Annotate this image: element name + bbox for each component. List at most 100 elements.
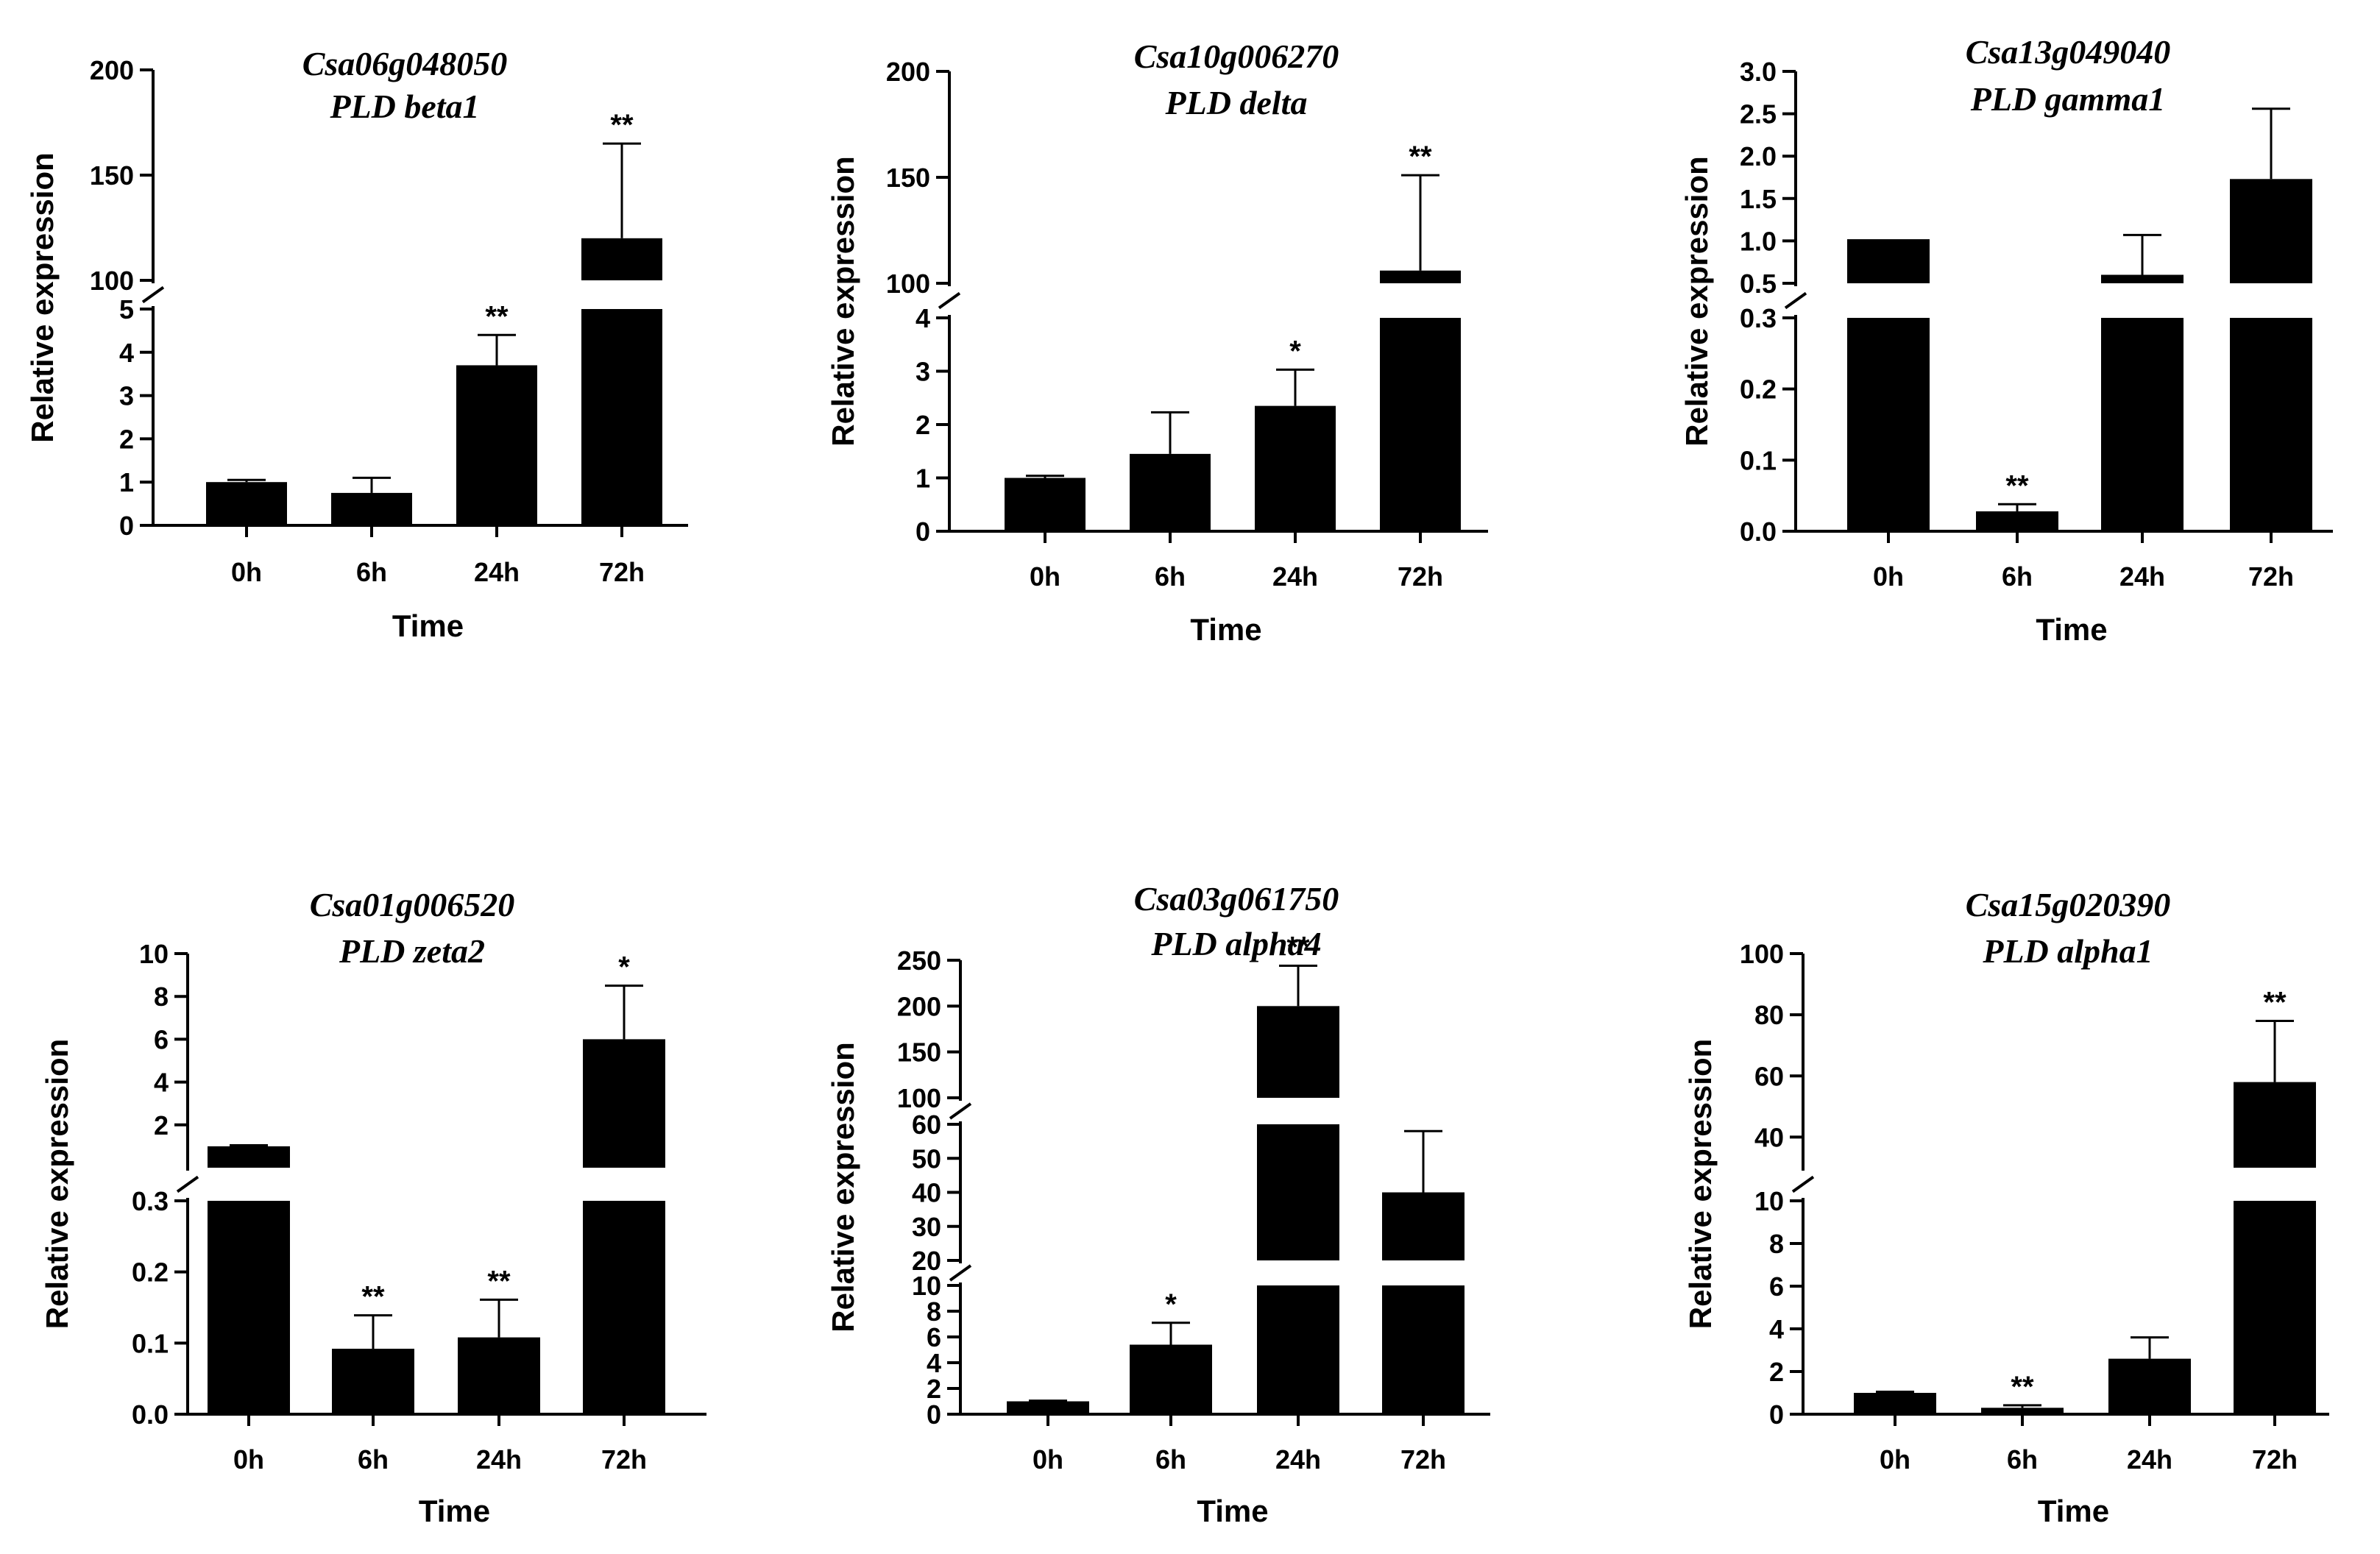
chart-title-name: PLD zeta2	[339, 932, 485, 970]
bar-0h	[206, 482, 287, 525]
y-tick-label: 0.3	[132, 1186, 169, 1216]
y-tick-label: 4	[154, 1068, 169, 1098]
y-tick-label: 8	[154, 982, 169, 1012]
y-tick-label: 6	[1769, 1271, 1784, 1302]
y-axis-label: Relative expression	[1683, 1039, 1718, 1330]
x-tick-label: 24h	[476, 1444, 522, 1475]
axis-break-gap	[155, 283, 690, 306]
x-tick-label: 24h	[2127, 1444, 2172, 1475]
y-tick-label: 0.0	[1740, 517, 1777, 547]
y-tick-label: 0	[915, 517, 930, 547]
bar-72h	[581, 309, 662, 525]
y-tick-label: 50	[912, 1143, 941, 1174]
y-tick-label: 250	[897, 945, 941, 976]
bar-72h	[583, 1039, 665, 1168]
x-axis-label: Time	[1190, 612, 1261, 647]
y-tick-label: 0.2	[1740, 375, 1777, 405]
y-tick-label: 150	[90, 160, 134, 191]
axis-break-mark	[141, 285, 165, 304]
significance-marker: **	[1409, 141, 1432, 173]
y-tick-label: 5	[119, 294, 134, 324]
axis-break-gap	[1798, 286, 2335, 315]
significance-marker: *	[618, 951, 630, 984]
chart-panel-3: Csa13g049040 PLD gamma1 0.0 0.1 0.2 0.3 0.5 1.0…	[1679, 33, 2335, 647]
bar-72h	[1380, 270, 1461, 283]
y-tick-label: 0.1	[132, 1328, 169, 1358]
x-tick-label: 72h	[1398, 561, 1443, 592]
chart-title-name: PLD alpha1	[1982, 932, 2153, 970]
significance-marker: **	[2005, 469, 2029, 502]
y-tick-label: 20	[912, 1246, 941, 1276]
x-tick-label: 72h	[599, 557, 645, 587]
y-tick-label: 6	[927, 1322, 941, 1352]
x-tick-label: 6h	[1155, 1444, 1186, 1475]
bar-0h	[1847, 239, 1930, 283]
chart-title-gene: Csa06g048050	[302, 45, 508, 82]
y-tick-label: 3	[915, 357, 930, 387]
y-tick-label: 10	[139, 939, 169, 969]
x-tick-label: 24h	[1275, 1444, 1321, 1475]
y-axis-label: Relative expression	[826, 156, 860, 447]
axis-break-gap	[963, 1101, 1492, 1121]
bar-24h	[1257, 1006, 1339, 1098]
bar-24h	[456, 365, 537, 525]
x-tick-label: 0h	[231, 557, 262, 587]
x-tick-label: 24h	[474, 557, 520, 587]
x-tick-label: 0h	[1873, 561, 1904, 592]
axis-break-gap	[190, 1171, 709, 1198]
y-tick-label: 2	[927, 1374, 941, 1404]
chart-title-gene: Csa13g049040	[1966, 33, 2171, 71]
axis-break-mark	[949, 1264, 972, 1282]
x-axis-label: Time	[2036, 612, 2107, 647]
chart-title-gene: Csa15g020390	[1966, 886, 2171, 923]
chart-panel-2: Csa10g006270 PLD delta 0 1 2 3 4 100 150 200 0h 6h *…	[826, 38, 1490, 647]
bar-6h	[1976, 511, 2058, 531]
y-tick-label: 0	[119, 511, 134, 541]
y-tick-label: 200	[897, 991, 941, 1021]
y-tick-label: 0.1	[1740, 445, 1777, 475]
x-tick-label: 6h	[2002, 561, 2033, 592]
y-tick-label: 6	[154, 1024, 169, 1054]
y-tick-label: 40	[912, 1178, 941, 1208]
x-tick-label: 24h	[2119, 561, 2165, 592]
significance-marker: *	[1289, 335, 1301, 367]
bar-24h	[1255, 405, 1336, 531]
y-tick-label: 4	[915, 303, 930, 333]
axis-break-gap	[952, 286, 1490, 315]
bar-24h	[2108, 1358, 2191, 1414]
x-tick-label: 0h	[1880, 1444, 1910, 1475]
chart-title-name: PLD beta1	[329, 88, 479, 125]
bar-6h	[1981, 1408, 2064, 1414]
bar-0h	[208, 1201, 290, 1414]
y-tick-label: 60	[912, 1110, 941, 1140]
y-tick-label: 0.5	[1740, 269, 1777, 299]
bar-72h	[1380, 318, 1461, 531]
x-axis-label: Time	[1197, 1494, 1268, 1528]
axis-break-mark	[1791, 1175, 1815, 1193]
significance-marker: **	[487, 1265, 511, 1297]
significance-marker: **	[361, 1281, 385, 1313]
axis-break-gap	[1805, 1171, 2331, 1198]
y-tick-label: 40	[1754, 1122, 1784, 1152]
y-tick-label: 1	[915, 464, 930, 494]
bar-24h	[2101, 274, 2184, 283]
y-tick-label: 200	[886, 57, 930, 87]
axis-break-mark	[938, 291, 961, 310]
bar-72h	[2230, 318, 2312, 531]
significance-marker: **	[2263, 986, 2287, 1018]
x-tick-label: 72h	[1400, 1444, 1446, 1475]
y-tick-label: 100	[897, 1083, 941, 1113]
x-tick-label: 6h	[1155, 561, 1186, 592]
y-tick-label: 100	[90, 266, 134, 296]
y-tick-label: 3.0	[1740, 57, 1777, 87]
x-tick-label: 6h	[2007, 1444, 2038, 1475]
axis-break-gap	[963, 1263, 1492, 1282]
y-tick-label: 200	[90, 55, 134, 85]
x-tick-label: 24h	[1272, 561, 1318, 592]
y-tick-label: 0.0	[132, 1399, 169, 1430]
y-tick-label: 8	[927, 1296, 941, 1327]
x-tick-label: 0h	[1030, 561, 1060, 592]
y-tick-label: 8	[1769, 1229, 1784, 1259]
